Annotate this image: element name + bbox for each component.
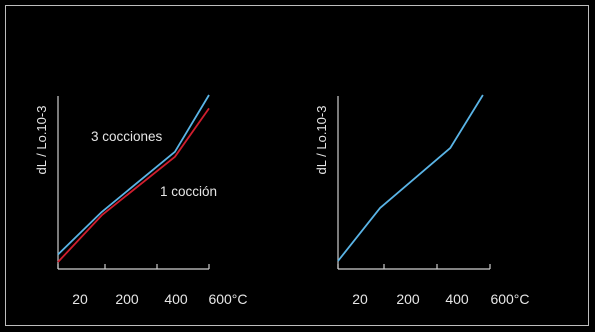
x-tick-label: 200 — [115, 291, 139, 307]
series-label: 3 cocciones — [91, 129, 163, 144]
x-tick-label: 400 — [445, 291, 469, 307]
series-line-2 — [57, 107, 210, 263]
chart-panel-1: 20 200 400 600°C dL / Lo.10-3 3 cocciones 1 co… — [34, 94, 248, 307]
x-tick-label: 600°C — [490, 291, 529, 307]
series-line-1 — [57, 94, 210, 256]
x-tick-label: 400 — [164, 291, 188, 307]
figure-frame — [5, 5, 589, 326]
x-tick-label: 600°C — [208, 291, 247, 307]
y-axis-label: dL / Lo.10-3 — [34, 106, 49, 175]
y-axis-label: dL / Lo.10-3 — [314, 106, 329, 175]
x-tick-label: 20 — [352, 291, 368, 307]
x-tick-label: 200 — [396, 291, 420, 307]
series-label: 1 cocción — [160, 184, 217, 199]
chart-panel-2: 20 200 400 600°C dL / Lo.10-3 — [314, 94, 530, 307]
series-line-1 — [337, 94, 484, 262]
x-tick-label: 20 — [72, 291, 88, 307]
